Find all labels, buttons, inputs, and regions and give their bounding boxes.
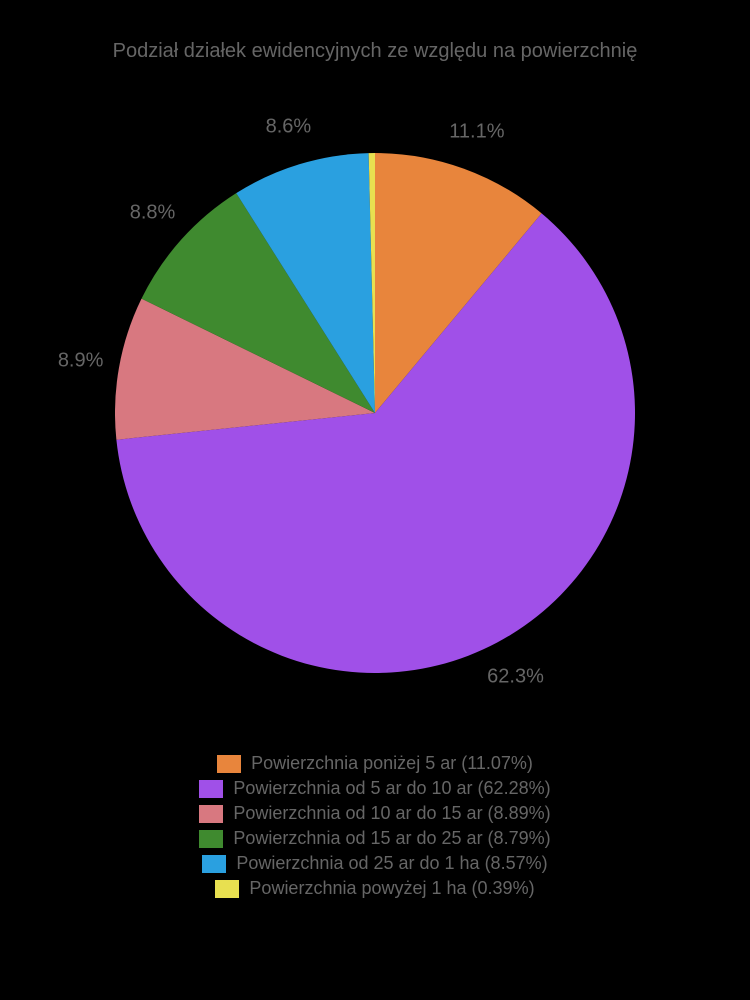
legend-swatch bbox=[199, 830, 223, 848]
legend-label: Powierzchnia od 5 ar do 10 ar (62.28%) bbox=[233, 778, 550, 799]
legend-swatch bbox=[217, 755, 241, 773]
legend-item: Powierzchnia od 5 ar do 10 ar (62.28%) bbox=[199, 778, 550, 799]
legend-item: Powierzchnia powyżej 1 ha (0.39%) bbox=[215, 878, 534, 899]
pie-svg bbox=[115, 153, 635, 673]
legend-swatch bbox=[199, 780, 223, 798]
legend-item: Powierzchnia od 25 ar do 1 ha (8.57%) bbox=[202, 853, 547, 874]
slice-label: 8.6% bbox=[266, 115, 312, 138]
legend-swatch bbox=[215, 880, 239, 898]
legend-swatch bbox=[202, 855, 226, 873]
legend-item: Powierzchnia od 15 ar do 25 ar (8.79%) bbox=[199, 828, 550, 849]
slice-label: 8.8% bbox=[130, 202, 176, 225]
legend: Powierzchnia poniżej 5 ar (11.07%) Powier… bbox=[199, 753, 550, 899]
slice-label: 62.3% bbox=[487, 665, 544, 688]
slice-label: 11.1% bbox=[449, 120, 504, 143]
chart-title: Podział działek ewidencyjnych ze względu… bbox=[113, 40, 638, 63]
legend-label: Powierzchnia poniżej 5 ar (11.07%) bbox=[251, 753, 533, 774]
legend-label: Powierzchnia od 25 ar do 1 ha (8.57%) bbox=[236, 853, 547, 874]
slice-label: 8.9% bbox=[58, 349, 104, 372]
legend-item: Powierzchnia poniżej 5 ar (11.07%) bbox=[217, 753, 533, 774]
legend-item: Powierzchnia od 10 ar do 15 ar (8.89%) bbox=[199, 803, 550, 824]
legend-swatch bbox=[199, 805, 223, 823]
legend-label: Powierzchnia od 10 ar do 15 ar (8.89%) bbox=[233, 803, 550, 824]
legend-label: Powierzchnia od 15 ar do 25 ar (8.79%) bbox=[233, 828, 550, 849]
pie-chart: 11.1%62.3%8.9%8.8%8.6% bbox=[75, 93, 675, 733]
legend-label: Powierzchnia powyżej 1 ha (0.39%) bbox=[249, 878, 534, 899]
